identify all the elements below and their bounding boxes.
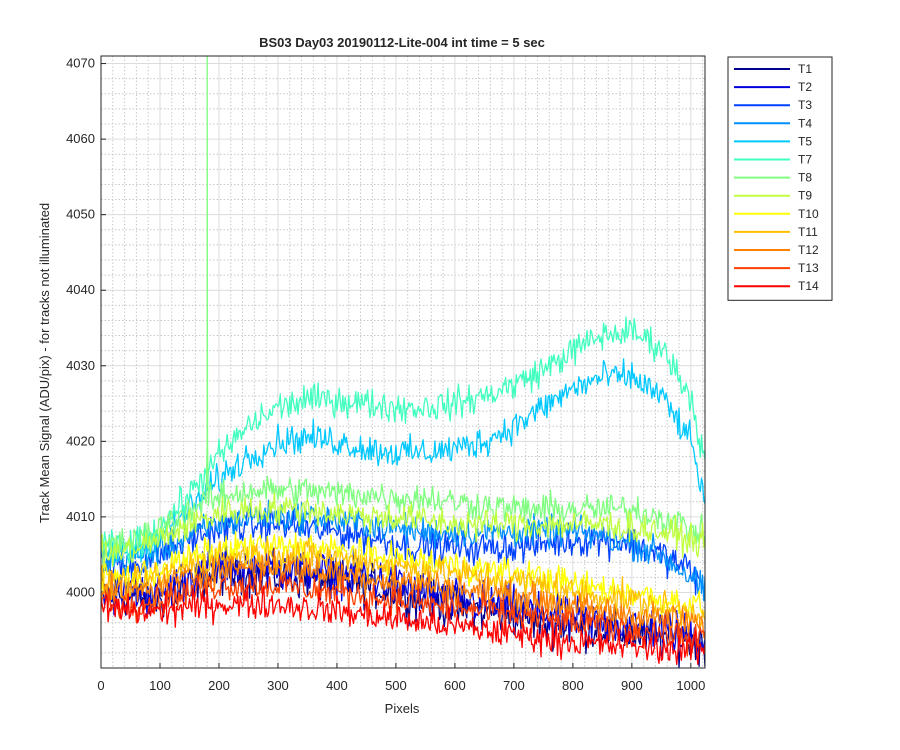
series-group (101, 56, 705, 668)
x-tick-label: 300 (267, 678, 289, 693)
y-tick-label: 4020 (66, 433, 95, 448)
series-line-t10 (101, 531, 705, 616)
y-tick-label: 4070 (66, 56, 95, 71)
y-tick-label: 4060 (66, 131, 95, 146)
y-tick-label: 4030 (66, 358, 95, 373)
series-line-t9 (101, 492, 705, 569)
x-tick-label: 100 (149, 678, 171, 693)
series-line-t7 (101, 316, 705, 565)
legend-label-t13: T13 (798, 261, 819, 275)
y-tick-label: 4050 (66, 207, 95, 222)
x-tick-label: 800 (562, 678, 584, 693)
legend-label-t11: T11 (798, 225, 818, 239)
legend-box (727, 56, 833, 301)
legend-label-t5: T5 (798, 134, 812, 148)
legend-label-t8: T8 (798, 171, 812, 185)
legend-label-t9: T9 (798, 189, 812, 203)
x-tick-label: 200 (208, 678, 230, 693)
legend-label-t10: T10 (798, 207, 819, 221)
y-tick-label: 4040 (66, 282, 95, 297)
x-tick-label: 700 (503, 678, 525, 693)
legend-label-t1: T1 (798, 62, 812, 76)
x-tick-label: 400 (326, 678, 348, 693)
legend-label-t7: T7 (798, 153, 812, 167)
x-tick-label: 1000 (676, 678, 705, 693)
series-line-t8 (101, 56, 705, 554)
chart-title: BS03 Day03 20190112-Lite-004 int time = … (259, 35, 545, 50)
plot-area: 4000 4010 4020 4030 4040 4050 4060 4070 0 100 200 3… (66, 55, 706, 693)
legend-label-t3: T3 (798, 98, 812, 112)
legend: T1 T2 T3 T4 T5 T7 T8 T9 T10 T11 T12 T13 T14 (727, 56, 833, 301)
series-line-t12 (101, 547, 705, 640)
x-tick-label: 900 (621, 678, 643, 693)
series-line-t14 (101, 584, 705, 666)
x-tick-label: 500 (385, 678, 407, 693)
series-line-t4 (101, 499, 705, 602)
series-line-t11 (101, 537, 705, 629)
x-axis-label: Pixels (385, 701, 420, 716)
legend-label-t4: T4 (798, 116, 812, 130)
legend-label-t14: T14 (798, 279, 819, 293)
legend-label-t2: T2 (798, 80, 812, 94)
y-axis-label: Track Mean Signal (ADU/pix) - for tracks… (37, 203, 52, 523)
y-tick-label: 4010 (66, 509, 95, 524)
x-tick-label: 0 (97, 678, 104, 693)
x-tick-label: 600 (444, 678, 466, 693)
series-line-t5 (101, 358, 705, 567)
legend-label-t12: T12 (798, 243, 819, 257)
axes-box (100, 55, 706, 669)
y-tick-label: 4000 (66, 584, 95, 599)
